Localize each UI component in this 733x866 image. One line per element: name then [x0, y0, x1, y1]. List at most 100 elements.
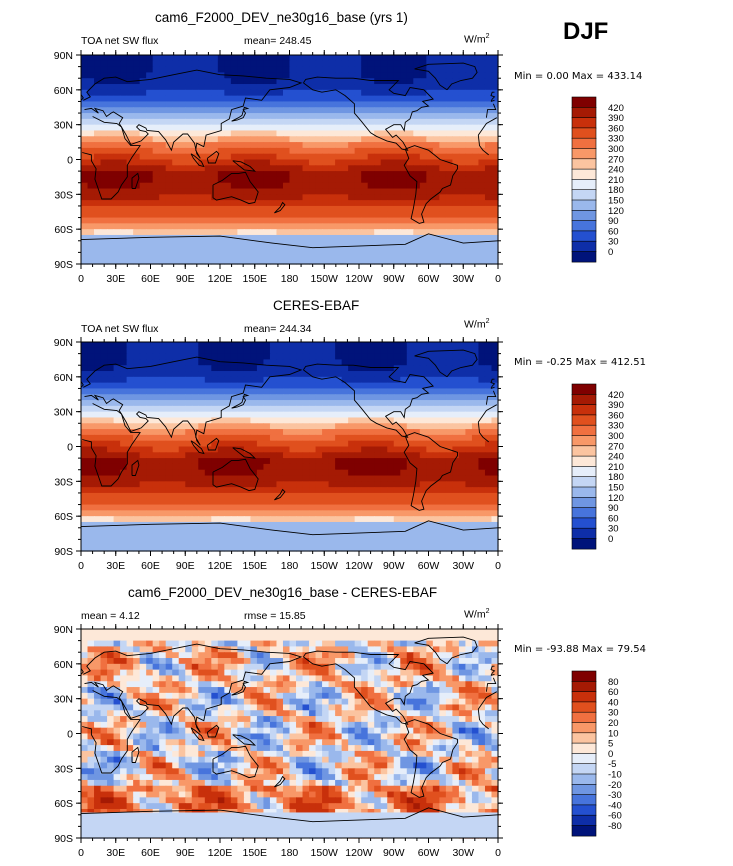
- colorbar-tick-label: 60: [608, 687, 619, 698]
- panel-2-title: CERES-EBAF: [273, 298, 360, 313]
- lon-tick-label: 0: [78, 273, 84, 285]
- lon-tick-label: 30W: [452, 560, 474, 572]
- colorbar-tick-label: 30: [608, 237, 619, 248]
- coastlines: [80, 636, 499, 823]
- lon-tick-label: 60E: [141, 560, 160, 572]
- colorbar-tick-label: 30: [608, 708, 619, 719]
- colorbar-swatch: [571, 680, 597, 693]
- colorbar-tick-label: 390: [608, 113, 624, 124]
- panel-3-mean-label: mean = 4.12: [81, 610, 140, 622]
- colorbar-swatch: [571, 538, 597, 550]
- lon-tick-label: 180: [281, 560, 299, 572]
- colorbar-swatch: [571, 794, 597, 806]
- panel-1-mean-label: mean= 248.45: [244, 35, 312, 47]
- lon-tick-label: 90W: [383, 847, 405, 859]
- lat-tick-label: 90N: [54, 624, 73, 636]
- map-field: [81, 55, 499, 265]
- colorbar-tick-label: 90: [608, 216, 619, 227]
- colorbar-tick-label: 270: [608, 154, 624, 165]
- lon-tick-label: 150W: [311, 560, 339, 572]
- panel-1-minmax: Min = 0.00 Max = 433.14: [514, 71, 643, 82]
- lat-tick-label: 30S: [54, 476, 73, 488]
- lon-tick-label: 180: [281, 847, 299, 859]
- colorbar-tick-label: 60: [608, 226, 619, 237]
- panel-3-rmse-label: rmse = 15.85: [244, 610, 306, 622]
- colorbar-tick-label: 0: [608, 749, 613, 760]
- lon-tick-label: 90E: [176, 847, 195, 859]
- lon-tick-label: 150E: [242, 560, 267, 572]
- panel-3-units: W/m2: [464, 608, 490, 621]
- lon-tick-label: 150E: [242, 273, 267, 285]
- lat-tick-label: 60N: [54, 372, 73, 384]
- panel-1-variable-label: TOA net SW flux: [81, 35, 159, 47]
- lon-tick-label: 30W: [452, 273, 474, 285]
- colorbar-swatch: [571, 783, 597, 796]
- lat-tick-label: 60N: [54, 659, 73, 671]
- colorbar-swatch: [571, 742, 597, 754]
- colorbar-tick-label: 270: [608, 441, 624, 452]
- colorbar-tick-label: 10: [608, 728, 619, 739]
- lon-tick-label: 90E: [176, 273, 195, 285]
- panel-3-minmax: Min = -93.88 Max = 79.54: [514, 644, 646, 655]
- lat-tick-label: 0: [67, 729, 73, 741]
- lat-tick-label: 90S: [54, 833, 73, 845]
- panel-2-minmax: Min = -0.25 Max = 412.51: [514, 357, 646, 368]
- colorbar-tick-label: 360: [608, 123, 624, 134]
- colorbar-tick-label: 330: [608, 134, 624, 145]
- colorbar-tick-label: 80: [608, 677, 619, 688]
- lat-tick-label: 0: [67, 442, 73, 454]
- panel-2-mean-label: mean= 244.34: [244, 323, 312, 335]
- lat-tick-label: 0: [67, 155, 73, 167]
- lon-tick-label: 150W: [311, 847, 339, 859]
- lat-tick-label: 90S: [54, 259, 73, 271]
- panel-3-title: cam6_F2000_DEV_ne30g16_base - CERES-EBAF: [128, 585, 438, 600]
- colorbar-swatch: [571, 814, 597, 827]
- colorbar-tick-label: 120: [608, 493, 624, 504]
- colorbar-swatch: [571, 711, 597, 724]
- coastlines: [80, 349, 499, 536]
- colorbar-tick-label: 210: [608, 462, 624, 473]
- colorbar-tick-label: 420: [608, 390, 624, 401]
- lat-tick-label: 60S: [54, 511, 73, 523]
- colorbar-tick-label: 180: [608, 185, 624, 196]
- colorbar-swatch: [571, 732, 597, 744]
- colorbar-swatch: [571, 701, 597, 713]
- colorbar-swatch: [571, 753, 597, 765]
- antarctica-shape: [81, 525, 498, 551]
- colorbar-tick-label: 60: [608, 513, 619, 524]
- colorbar-tick-label: 150: [608, 196, 624, 207]
- colorbar-tick-label: 300: [608, 144, 624, 155]
- lon-tick-label: 0: [495, 273, 501, 285]
- colorbar-tick-label: 210: [608, 175, 624, 186]
- colorbar-swatch: [571, 825, 597, 837]
- colorbar-tick-label: 360: [608, 410, 624, 421]
- colorbar-tick-label: 40: [608, 697, 619, 708]
- lon-tick-label: 120E: [208, 273, 233, 285]
- lon-tick-label: 30E: [106, 560, 125, 572]
- colorbar-tick-label: -40: [608, 800, 622, 811]
- lon-tick-label: 120E: [208, 847, 233, 859]
- colorbar-swatch: [571, 691, 597, 703]
- lon-tick-label: 0: [495, 847, 501, 859]
- lon-tick-label: 150W: [311, 273, 339, 285]
- colorbar-tick-label: 120: [608, 206, 624, 217]
- lon-tick-label: 30E: [106, 273, 125, 285]
- colorbar-tick-label: 240: [608, 452, 624, 463]
- panel-2-variable-label: TOA net SW flux: [81, 323, 159, 335]
- lon-tick-label: 120W: [345, 847, 373, 859]
- colorbar-swatch: [571, 722, 597, 734]
- colorbar-tick-label: 30: [608, 524, 619, 535]
- lon-tick-label: 90E: [176, 560, 195, 572]
- lat-tick-label: 30S: [54, 763, 73, 775]
- colorbar-tick-label: 150: [608, 483, 624, 494]
- colorbar-tick-label: 240: [608, 165, 624, 176]
- colorbar-swatch: [571, 773, 597, 785]
- lat-tick-label: 30N: [54, 407, 73, 419]
- lon-tick-label: 180: [281, 273, 299, 285]
- panel-1-title: cam6_F2000_DEV_ne30g16_base (yrs 1): [155, 10, 408, 25]
- lon-tick-label: 0: [495, 560, 501, 572]
- colorbar-swatch: [571, 763, 597, 775]
- lon-tick-label: 0: [78, 560, 84, 572]
